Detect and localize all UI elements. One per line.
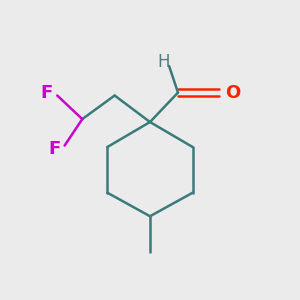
Text: H: H	[157, 53, 169, 71]
Text: F: F	[48, 140, 60, 158]
Text: F: F	[41, 84, 53, 102]
Text: O: O	[225, 84, 240, 102]
